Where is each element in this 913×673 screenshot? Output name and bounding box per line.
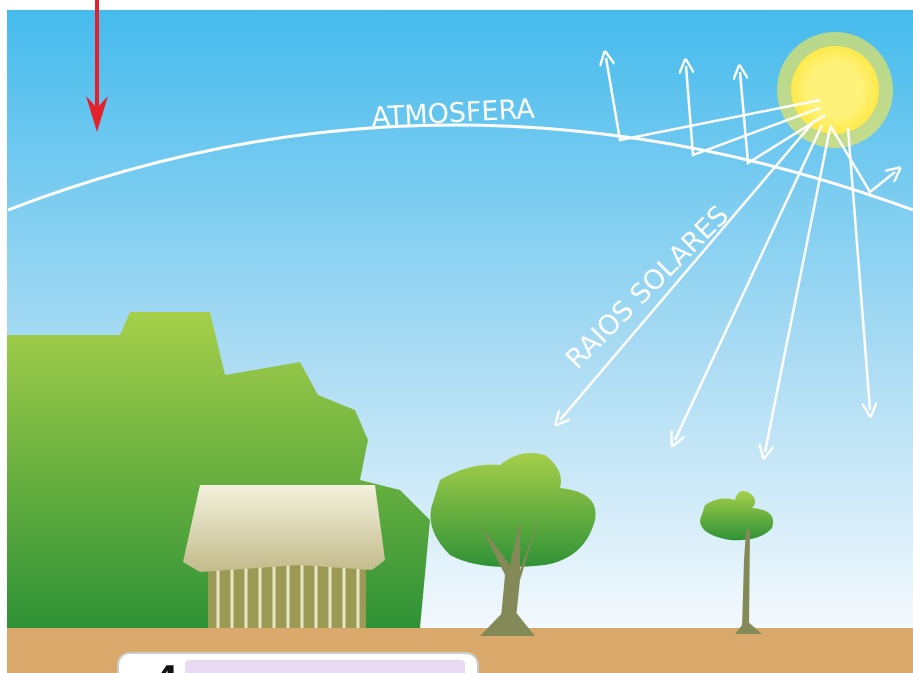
badge: 4 bbox=[118, 653, 478, 673]
badge-number: 4 bbox=[155, 659, 179, 673]
page: ATMOSFERA RAIOS SOLARES bbox=[0, 0, 913, 673]
sun bbox=[777, 32, 893, 148]
hut bbox=[183, 485, 385, 628]
illustration: ATMOSFERA RAIOS SOLARES bbox=[0, 0, 913, 673]
